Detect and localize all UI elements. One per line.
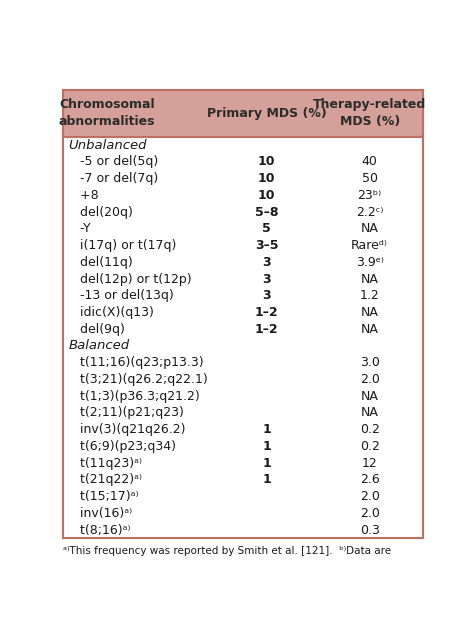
Text: 2.6: 2.6 (360, 473, 380, 486)
Text: NA: NA (361, 406, 379, 419)
Text: 10: 10 (258, 189, 275, 202)
Text: t(8;16)ᵃ⁾: t(8;16)ᵃ⁾ (68, 524, 131, 536)
Text: ᵃ⁾This frequency was reported by Smith et al. [121].  ᵇ⁾Data are: ᵃ⁾This frequency was reported by Smith e… (63, 546, 391, 556)
Text: -7 or del(7q): -7 or del(7q) (68, 172, 159, 185)
Text: 0.3: 0.3 (360, 524, 380, 536)
Text: t(15;17)ᵃ⁾: t(15;17)ᵃ⁾ (68, 490, 139, 503)
Text: 12: 12 (362, 457, 377, 469)
Text: t(21q22)ᵃ⁾: t(21q22)ᵃ⁾ (68, 473, 142, 486)
Text: 2.0: 2.0 (360, 490, 380, 503)
Text: 1: 1 (263, 423, 271, 436)
Text: 1: 1 (263, 457, 271, 469)
Text: del(20q): del(20q) (68, 205, 133, 218)
Text: t(6;9)(p23;q34): t(6;9)(p23;q34) (68, 440, 176, 453)
Text: Unbalanced: Unbalanced (68, 138, 147, 151)
Text: t(1;3)(p36.3;q21.2): t(1;3)(p36.3;q21.2) (68, 390, 200, 402)
Text: 1–2: 1–2 (255, 306, 279, 319)
Text: t(11;16)(q23;p13.3): t(11;16)(q23;p13.3) (68, 356, 204, 369)
Text: 5: 5 (263, 222, 271, 235)
Text: 40: 40 (362, 155, 378, 168)
Text: 3: 3 (263, 272, 271, 285)
Text: del(11q): del(11q) (68, 256, 133, 269)
Text: 2.0: 2.0 (360, 507, 380, 520)
Text: 5–8: 5–8 (255, 205, 279, 218)
Text: t(3;21)(q26.2;q22.1): t(3;21)(q26.2;q22.1) (68, 373, 208, 386)
Text: Balanced: Balanced (68, 339, 129, 352)
Text: i(17q) or t(17q): i(17q) or t(17q) (68, 239, 177, 252)
Text: del(9q): del(9q) (68, 323, 125, 336)
Text: 3–5: 3–5 (255, 239, 279, 252)
Text: 3: 3 (263, 289, 271, 302)
Text: -Y: -Y (68, 222, 91, 235)
Text: 3: 3 (263, 256, 271, 269)
Text: idic(X)(q13): idic(X)(q13) (68, 306, 155, 319)
Text: NA: NA (361, 323, 379, 336)
Text: Primary MDS (%): Primary MDS (%) (207, 107, 327, 120)
Text: del(12p) or t(12p): del(12p) or t(12p) (68, 272, 192, 285)
Text: 23ᵇ⁾: 23ᵇ⁾ (357, 189, 382, 202)
Text: 2.2ᶜ⁾: 2.2ᶜ⁾ (356, 205, 383, 218)
Text: 0.2: 0.2 (360, 440, 380, 453)
Text: -13 or del(13q): -13 or del(13q) (68, 289, 174, 302)
Text: 3.0: 3.0 (360, 356, 380, 369)
Text: -5 or del(5q): -5 or del(5q) (68, 155, 159, 168)
Text: NA: NA (361, 306, 379, 319)
Text: 10: 10 (258, 172, 275, 185)
Text: Rareᵈ⁾: Rareᵈ⁾ (351, 239, 388, 252)
Text: 1: 1 (263, 440, 271, 453)
Text: inv(3)(q21q26.2): inv(3)(q21q26.2) (68, 423, 186, 436)
Text: t(11q23)ᵃ⁾: t(11q23)ᵃ⁾ (68, 457, 142, 469)
Text: Therapy-related
MDS (%): Therapy-related MDS (%) (313, 99, 426, 128)
Text: NA: NA (361, 390, 379, 402)
Text: 3.9ᵉ⁾: 3.9ᵉ⁾ (356, 256, 383, 269)
Bar (63, 90, 423, 137)
Text: +8: +8 (68, 189, 99, 202)
Text: 0.2: 0.2 (360, 423, 380, 436)
Text: 10: 10 (258, 155, 275, 168)
Text: NA: NA (361, 222, 379, 235)
Text: 50: 50 (362, 172, 378, 185)
Text: 1.2: 1.2 (360, 289, 380, 302)
Text: 1: 1 (263, 473, 271, 486)
Text: inv(16)ᵃ⁾: inv(16)ᵃ⁾ (68, 507, 133, 520)
Text: t(2;11)(p21;q23): t(2;11)(p21;q23) (68, 406, 184, 419)
Text: Chromosomal
abnormalities: Chromosomal abnormalities (59, 99, 155, 128)
Text: 1–2: 1–2 (255, 323, 279, 336)
Text: 2.0: 2.0 (360, 373, 380, 386)
Text: NA: NA (361, 272, 379, 285)
